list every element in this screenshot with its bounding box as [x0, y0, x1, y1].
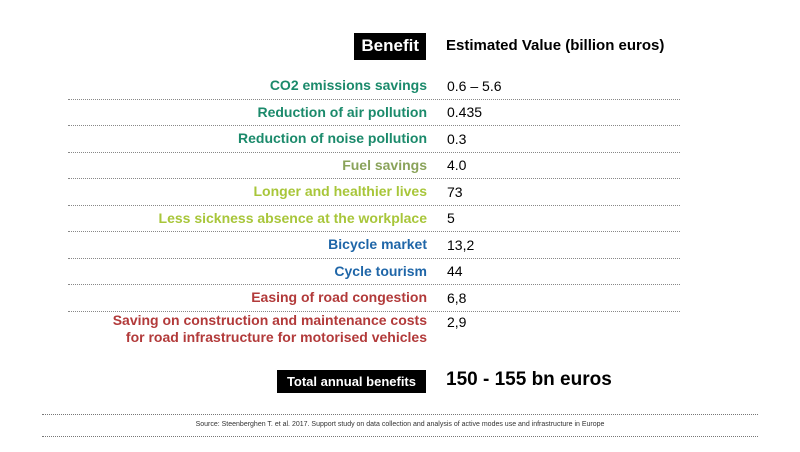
- table-row: Longer and healthier lives 73: [68, 179, 680, 206]
- row-label-line: Saving on construction and maintenance c…: [112, 311, 427, 328]
- row-value: 13,2: [447, 236, 475, 253]
- table-row: Reduction of noise pollution 0.3: [68, 126, 680, 153]
- row-value: 2,9: [447, 313, 467, 330]
- divider: [42, 414, 758, 415]
- table-row: Reduction of air pollution 0.435: [68, 100, 680, 126]
- row-value: 44: [447, 263, 463, 280]
- table-row: Cycle tourism 44: [68, 259, 680, 285]
- row-label: Easing of road congestion: [251, 289, 427, 306]
- table-row: Saving on construction and maintenance c…: [68, 312, 680, 352]
- row-label: Less sickness absence at the workplace: [158, 209, 427, 226]
- table-row: Less sickness absence at the workplace 5: [68, 206, 680, 232]
- row-value: 0.3: [447, 130, 467, 147]
- row-label: Cycle tourism: [334, 262, 427, 279]
- row-value: 4.0: [447, 157, 467, 174]
- table-row: Easing of road congestion 6,8: [68, 285, 680, 312]
- table-row: CO2 emissions savings 0.6 – 5.6: [68, 73, 680, 100]
- row-value: 6,8: [447, 289, 467, 306]
- row-value: 5: [447, 210, 455, 227]
- source-note: Source: Steenberghen T. et al. 2017. Sup…: [195, 421, 605, 428]
- estimated-value-header: Estimated Value (billion euros): [446, 37, 665, 54]
- row-value: 0.435: [447, 104, 483, 121]
- row-label: Reduction of noise pollution: [238, 130, 427, 147]
- total-label: Total annual benefits: [276, 370, 426, 393]
- benefits-table: CO2 emissions savings 0.6 – 5.6 Reductio…: [68, 73, 680, 352]
- table-row: Fuel savings 4.0: [68, 153, 680, 179]
- row-label: Saving on construction and maintenance c…: [68, 312, 427, 346]
- row-label: Fuel savings: [342, 156, 427, 173]
- divider: [42, 436, 758, 437]
- row-label-line: for road infrastructure for motorised ve…: [125, 328, 427, 345]
- benefit-header: Benefit: [354, 33, 426, 60]
- row-label: Longer and healthier lives: [253, 183, 428, 200]
- total-value: 150 - 155 bn euros: [446, 369, 612, 390]
- row-label: Bicycle market: [328, 236, 427, 253]
- row-value: 73: [447, 183, 463, 200]
- table-row: Bicycle market 13,2: [68, 232, 680, 259]
- row-label: CO2 emissions savings: [269, 77, 427, 94]
- row-value: 0.6 – 5.6: [447, 77, 502, 94]
- row-label: Reduction of air pollution: [257, 103, 427, 120]
